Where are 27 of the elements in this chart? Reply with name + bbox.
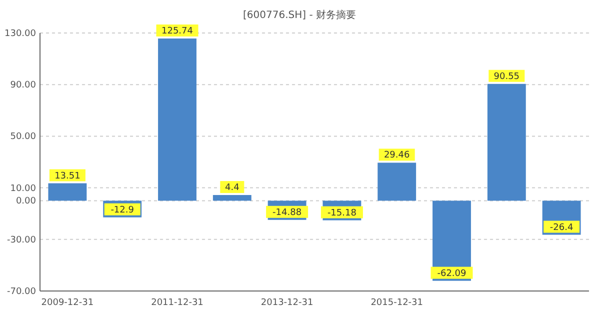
data-label: -26.4 [550, 222, 574, 233]
data-label: -12.9 [110, 205, 134, 216]
data-label: 13.51 [54, 171, 80, 182]
y-tick-label: -70.00 [6, 287, 36, 297]
x-tick-label: 2011-12-31 [151, 298, 204, 308]
bar [48, 183, 87, 201]
data-label: 125.74 [162, 26, 194, 36]
data-label: -62.09 [437, 268, 467, 279]
y-tick-label: 0.00 [16, 196, 36, 207]
bar [212, 195, 252, 201]
y-tick-label: 90.00 [10, 80, 36, 91]
y-tick-label: 50.00 [10, 132, 36, 142]
data-label: 4.4 [224, 183, 240, 194]
x-tick-label: 2009-12-31 [41, 298, 94, 308]
bar [378, 162, 416, 201]
x-tick-label: 2015-12-31 [370, 298, 424, 308]
data-label: -14.88 [272, 208, 302, 218]
x-tick-label: 2013-12-31 [260, 298, 314, 308]
y-tick-label: 130.00 [4, 29, 36, 39]
data-label: -15.18 [327, 208, 357, 218]
data-label: 90.55 [494, 72, 520, 82]
data-label: 29.46 [384, 150, 410, 161]
bar [487, 84, 526, 201]
y-tick-label: 10.00 [10, 184, 36, 194]
y-tick-label: -30.00 [6, 235, 36, 246]
bar [158, 38, 196, 201]
chart-title: [600776.SH] - 财务摘要 [243, 9, 356, 21]
